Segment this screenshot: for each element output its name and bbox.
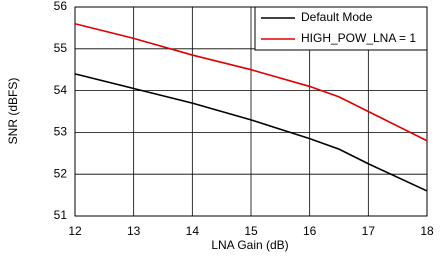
x-tick-label: 16 bbox=[303, 224, 317, 238]
y-tick-label: 54 bbox=[54, 83, 68, 97]
legend-box bbox=[254, 6, 428, 51]
y-tick-label: 52 bbox=[54, 166, 68, 180]
x-axis-label: LNA Gain (dB) bbox=[211, 238, 288, 252]
legend-label: Default Mode bbox=[301, 10, 373, 24]
plot-frame bbox=[74, 6, 428, 217]
x-tick-label: 12 bbox=[68, 224, 82, 238]
x-tick-label: 14 bbox=[186, 224, 200, 238]
y-axis-label: SNR (dBFS) bbox=[6, 78, 20, 145]
x-tick-label: 13 bbox=[127, 224, 141, 238]
y-tick-label: 55 bbox=[54, 41, 68, 55]
legend-label: HIGH_POW_LNA = 1 bbox=[301, 31, 416, 45]
y-tick-label: 56 bbox=[54, 0, 68, 13]
line bbox=[74, 22, 428, 142]
line bbox=[74, 73, 428, 192]
y-tick-label: 51 bbox=[54, 208, 68, 222]
y-tick-label: 53 bbox=[54, 125, 68, 139]
x-tick-label: 18 bbox=[420, 224, 434, 238]
x-tick-label: 17 bbox=[362, 224, 376, 238]
x-tick-label: 15 bbox=[244, 224, 258, 238]
